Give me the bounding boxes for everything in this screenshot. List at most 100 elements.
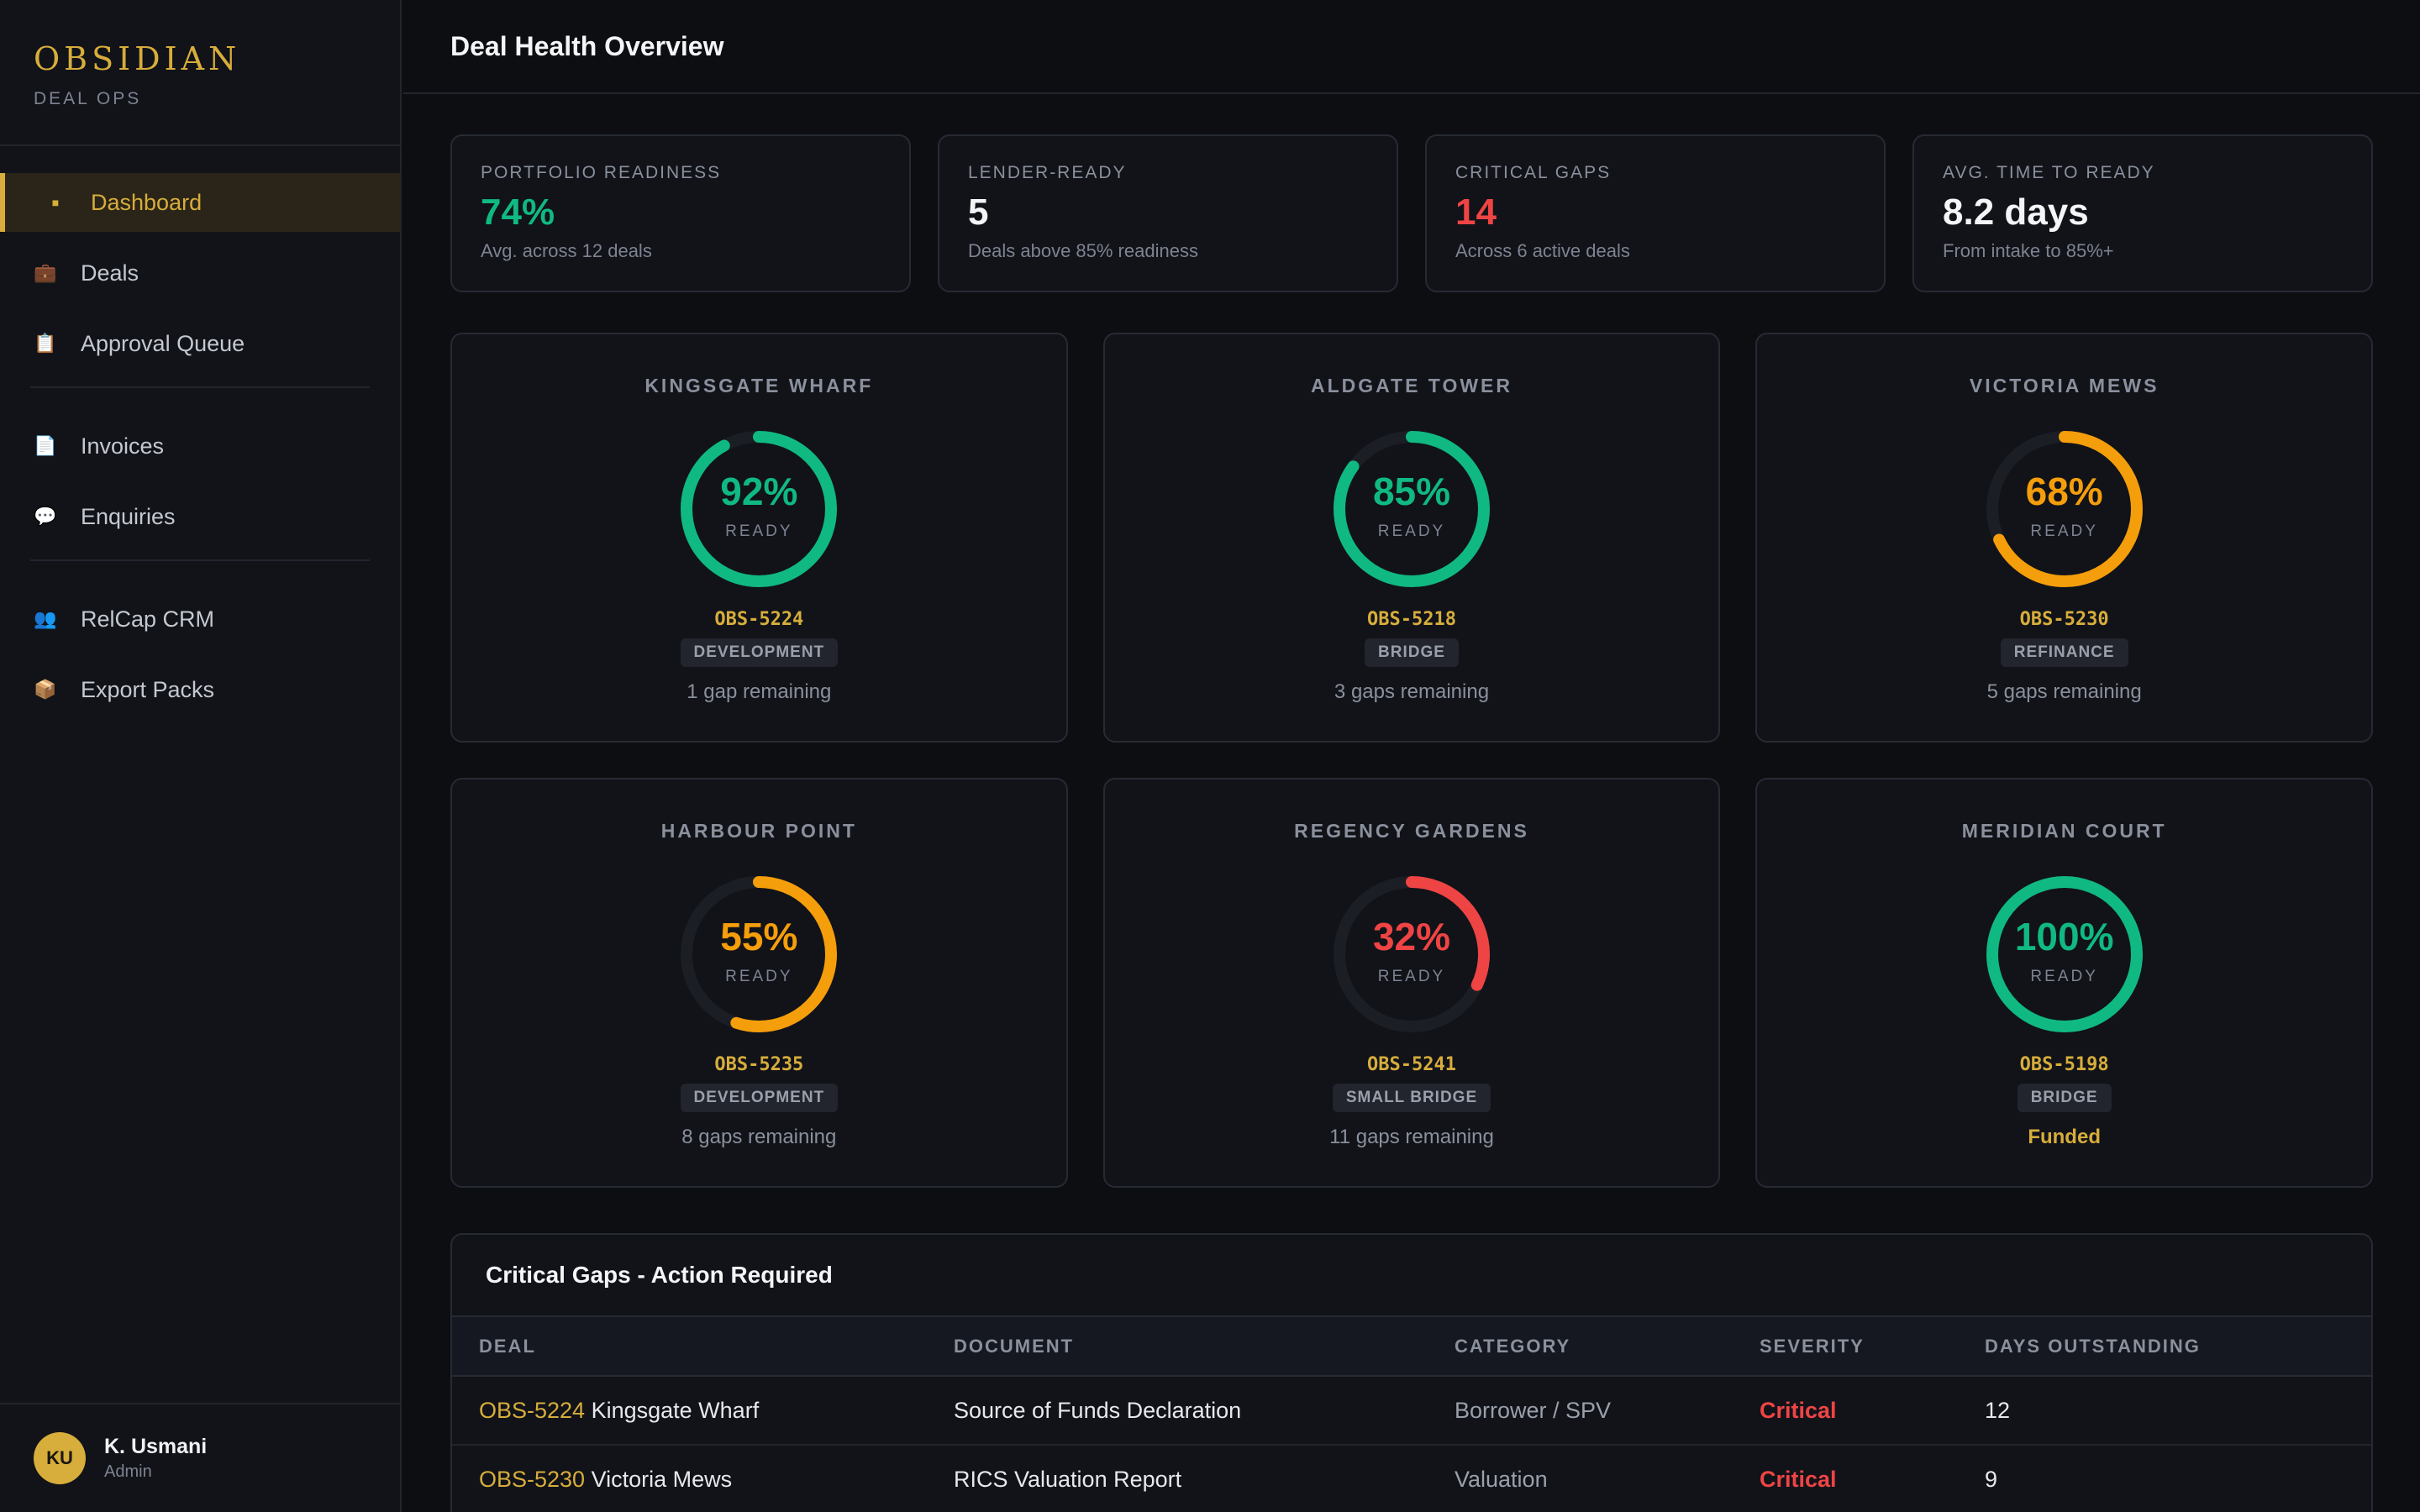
ring-progress: [681, 876, 838, 1032]
nav-divider: [30, 386, 370, 388]
stat-label: PORTFOLIO READINESS: [481, 163, 722, 182]
readiness-label: READY: [1377, 968, 1446, 985]
stat-label: CRITICAL GAPS: [1455, 163, 1612, 182]
deal-name: Victoria Mews: [591, 1466, 733, 1492]
deal-id-link[interactable]: OBS-5235: [714, 1054, 804, 1075]
sidebar-item-label: Invoices: [81, 433, 165, 459]
deal-card[interactable]: REGENCY GARDENS 32% READY OBS-5241 SMALL…: [1102, 778, 1721, 1188]
readiness-label: READY: [725, 968, 793, 985]
square-bullet-icon: ■: [51, 196, 60, 209]
briefcase-icon: 💼: [34, 262, 57, 283]
document-cell: Source of Funds Declaration: [954, 1376, 1455, 1446]
readiness-percent: 92%: [720, 470, 798, 513]
stat-value: 8.2 days: [1943, 192, 2089, 233]
sidebar-item-export-packs[interactable]: 📦 Export Packs: [0, 660, 400, 719]
readiness-percent: 55%: [720, 915, 798, 958]
ring-progress: [1333, 876, 1490, 1032]
deal-type-badge: REFINANCE: [2000, 638, 2128, 667]
column-header-document[interactable]: DOCUMENT: [954, 1317, 1455, 1377]
column-header-category[interactable]: CATEGORY: [1455, 1317, 1760, 1377]
nav-divider: [30, 559, 370, 561]
sidebar: OBSIDIAN DEAL OPS ■ Dashboard 💼 Deals 📋 …: [0, 0, 402, 1512]
days-outstanding-cell: 9: [1985, 1445, 2371, 1512]
deal-card[interactable]: VICTORIA MEWS 68% READY OBS-5230 REFINAN…: [1755, 333, 2373, 743]
readiness-label: READY: [1377, 522, 1446, 540]
table-row[interactable]: OBS-5224 Kingsgate Wharf Source of Funds…: [452, 1376, 2371, 1446]
deal-type-badge: BRIDGE: [2017, 1084, 2112, 1112]
deal-id-link[interactable]: OBS-5230: [479, 1466, 586, 1492]
deal-name: VICTORIA MEWS: [1969, 375, 2160, 396]
document-icon: 📄: [34, 435, 57, 456]
brand: OBSIDIAN DEAL OPS: [0, 0, 400, 146]
package-icon: 📦: [34, 679, 57, 700]
sidebar-item-label: Deals: [81, 260, 139, 286]
readiness-percent: 100%: [2014, 915, 2114, 958]
deal-type-badge: BRIDGE: [1365, 638, 1459, 667]
deal-type-badge: SMALL BRIDGE: [1332, 1084, 1491, 1112]
deal-status: 5 gaps remaining: [1986, 680, 2142, 703]
sidebar-item-dashboard[interactable]: ■ Dashboard: [0, 173, 400, 232]
severity-cell: Critical: [1760, 1445, 1985, 1512]
stat-value: 5: [968, 192, 989, 233]
deal-name: ALDGATE TOWER: [1310, 375, 1512, 396]
speech-bubble-icon: 💬: [34, 506, 57, 527]
deal-health-grid: KINGSGATE WHARF 92% READY OBS-5224 DEVEL…: [450, 333, 2373, 1188]
readiness-percent: 68%: [2025, 470, 2103, 513]
deal-id-link[interactable]: OBS-5218: [1367, 609, 1456, 630]
stat-card-avg-time-to-ready: AVG. TIME TO READY 8.2 days From intake …: [1912, 134, 2373, 292]
ring-progress: [681, 431, 838, 587]
deal-name: Kingsgate Wharf: [591, 1397, 760, 1423]
deal-id-link[interactable]: OBS-5224: [714, 609, 804, 630]
column-header-deal[interactable]: DEAL: [452, 1317, 954, 1377]
deal-id-link[interactable]: OBS-5230: [2019, 609, 2109, 630]
stat-cards: PORTFOLIO READINESS 74% Avg. across 12 d…: [450, 134, 2373, 292]
column-header-severity[interactable]: SEVERITY: [1760, 1317, 1985, 1377]
document-cell: RICS Valuation Report: [954, 1445, 1455, 1512]
deal-card[interactable]: MERIDIAN COURT 100% READY OBS-5198 BRIDG…: [1755, 778, 2373, 1188]
readiness-percent: 32%: [1372, 915, 1451, 958]
readiness-ring: 55% READY: [679, 874, 839, 1034]
column-header-days-outstanding[interactable]: DAYS OUTSTANDING: [1985, 1317, 2371, 1377]
stat-value: 74%: [481, 192, 555, 233]
readiness-label: READY: [725, 522, 793, 540]
deal-card[interactable]: HARBOUR POINT 55% READY OBS-5235 DEVELOP…: [450, 778, 1068, 1188]
stat-value: 14: [1455, 192, 1497, 233]
readiness-percent: 85%: [1372, 470, 1451, 513]
sidebar-item-approval-queue[interactable]: 📋 Approval Queue: [0, 314, 400, 373]
deal-id-link[interactable]: OBS-5224: [479, 1397, 586, 1423]
sidebar-item-enquiries[interactable]: 💬 Enquiries: [0, 487, 400, 546]
user-name: K. Usmani: [104, 1435, 208, 1458]
severity-cell: Critical: [1760, 1376, 1985, 1446]
table-row[interactable]: OBS-5230 Victoria Mews RICS Valuation Re…: [452, 1445, 2371, 1512]
clipboard-icon: 📋: [34, 333, 57, 354]
sidebar-item-deals[interactable]: 💼 Deals: [0, 244, 400, 302]
sidebar-item-label: Export Packs: [81, 676, 215, 702]
readiness-ring: 92% READY: [679, 429, 839, 589]
readiness-ring: 68% READY: [1985, 429, 2144, 589]
brand-logo[interactable]: OBSIDIAN: [34, 40, 241, 77]
ring-progress: [1986, 431, 2143, 587]
user-profile[interactable]: KU K. Usmani Admin: [0, 1403, 402, 1512]
readiness-ring: 32% READY: [1332, 874, 1491, 1034]
readiness-label: READY: [2030, 968, 2098, 985]
sidebar-item-label: Dashboard: [91, 189, 203, 215]
deal-status: Funded: [2028, 1126, 2101, 1148]
stat-label: AVG. TIME TO READY: [1943, 163, 2155, 182]
sidebar-item-relcap-crm[interactable]: 👥 RelCap CRM: [0, 590, 400, 648]
stat-card-critical-gaps: CRITICAL GAPS 14 Across 6 active deals: [1425, 134, 1886, 292]
deal-card[interactable]: KINGSGATE WHARF 92% READY OBS-5224 DEVEL…: [450, 333, 1068, 743]
deal-status: 1 gap remaining: [687, 680, 832, 703]
avatar: KU: [34, 1432, 86, 1484]
stat-subtext: Across 6 active deals: [1455, 240, 1630, 261]
sidebar-item-invoices[interactable]: 📄 Invoices: [0, 417, 400, 475]
deal-id-link[interactable]: OBS-5241: [1367, 1054, 1456, 1075]
user-info: K. Usmani Admin: [104, 1435, 207, 1482]
deal-card[interactable]: ALDGATE TOWER 85% READY OBS-5218 BRIDGE …: [1102, 333, 1721, 743]
sidebar-item-label: Approval Queue: [81, 330, 245, 356]
deal-type-badge: DEVELOPMENT: [680, 638, 839, 667]
stat-subtext: From intake to 85%+: [1943, 240, 2114, 261]
stat-subtext: Avg. across 12 deals: [481, 240, 652, 261]
page-header: Deal Health Overview: [403, 0, 2420, 94]
deal-status: 8 gaps remaining: [681, 1126, 837, 1148]
deal-id-link[interactable]: OBS-5198: [2019, 1054, 2109, 1075]
